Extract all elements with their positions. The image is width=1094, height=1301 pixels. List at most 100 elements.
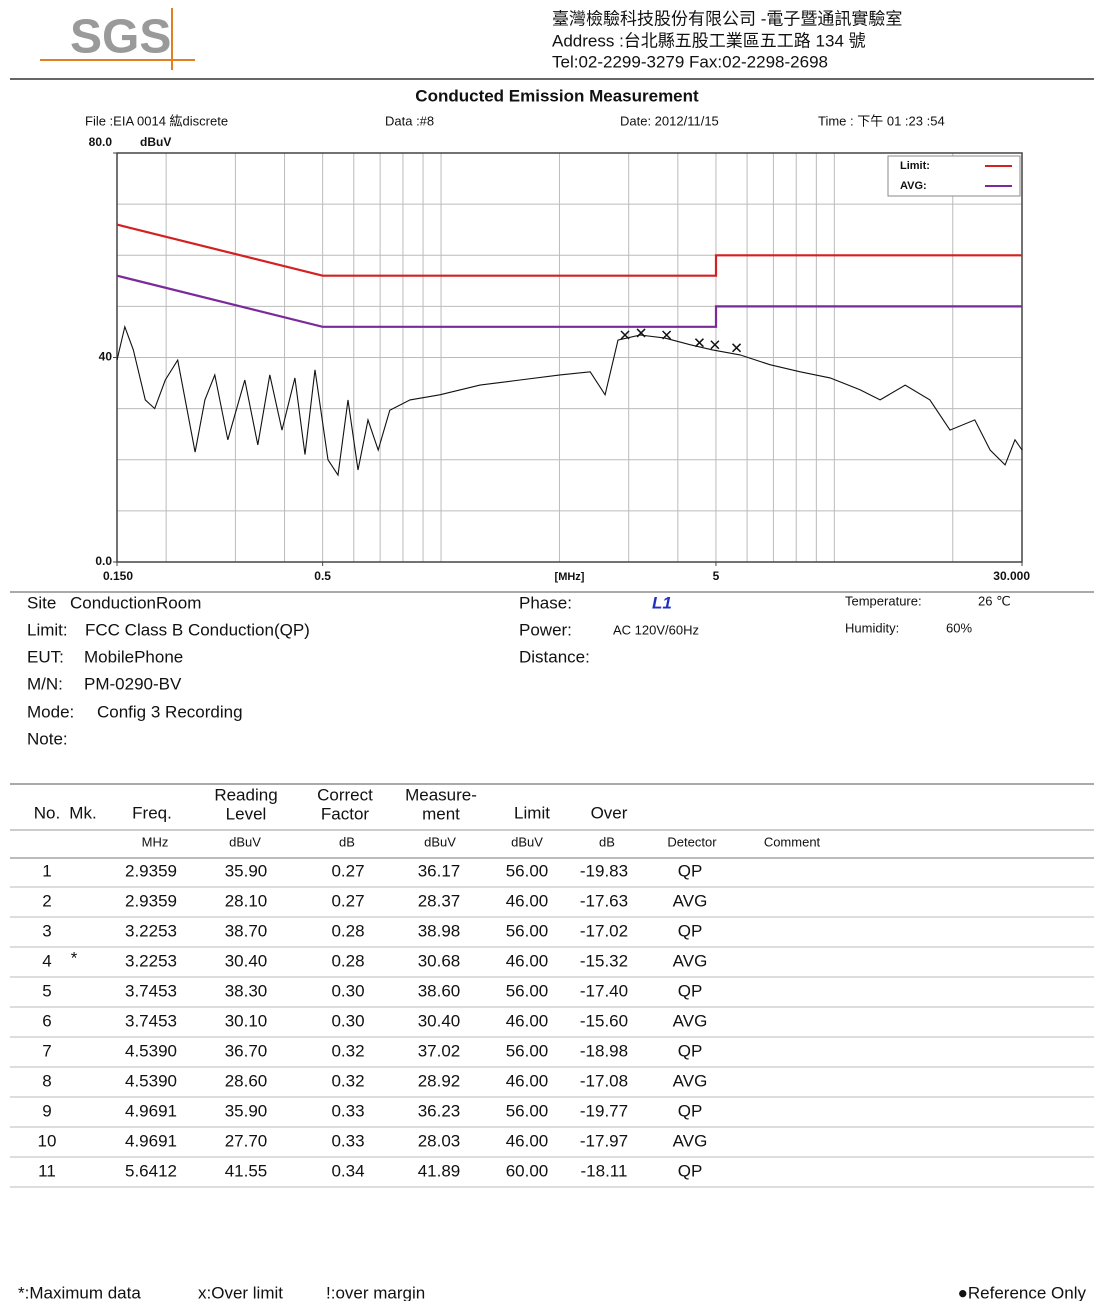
cell: 3.7453: [125, 981, 177, 1000]
x-tick-label: 30.000: [993, 569, 1030, 583]
cell: 10: [38, 1131, 57, 1150]
cell: 9: [42, 1101, 51, 1120]
column-header: Level: [226, 804, 267, 823]
column-header: Measure-: [405, 785, 477, 804]
limit-line: [116, 274, 1022, 328]
x-tick-label: 0.150: [103, 569, 133, 583]
cell: 0.30: [331, 1011, 364, 1030]
cell: 11: [38, 1161, 56, 1180]
info-label: M/N:: [27, 674, 63, 693]
info-label: Note:: [27, 729, 68, 748]
info-value: AC 120V/60Hz: [613, 622, 699, 637]
info-value: 60%: [946, 620, 972, 635]
cell: 27.70: [225, 1131, 268, 1150]
title: Conducted Emission Measurement: [415, 86, 699, 105]
cell: 3.2253: [125, 921, 177, 940]
cell: 7: [42, 1041, 51, 1060]
legend-label: AVG:: [900, 180, 927, 192]
cell: *: [71, 948, 78, 967]
cell: 2: [42, 891, 51, 910]
cell: 56.00: [506, 921, 549, 940]
legend-label: Limit:: [900, 160, 930, 172]
cell: QP: [678, 1041, 703, 1060]
cell: 4.9691: [125, 1101, 177, 1120]
cell: 28.60: [225, 1071, 268, 1090]
info-label: EUT:: [27, 647, 64, 666]
cell: 56.00: [506, 861, 549, 880]
unit: dBuV: [511, 834, 543, 849]
column-header: Mk.: [69, 803, 96, 822]
column-header: Factor: [321, 804, 370, 823]
cell: -15.32: [580, 951, 628, 970]
cell: 46.00: [506, 951, 549, 970]
unit: dB: [339, 834, 355, 849]
cell: 56.00: [506, 981, 549, 1000]
tel: Tel:02-2299-3279 Fax:02-2298-2698: [552, 52, 828, 71]
address: Address :台北縣五股工業區五工路 134 號: [552, 31, 866, 50]
cell: -17.63: [580, 891, 628, 910]
footer-note: !:over margin: [326, 1283, 425, 1301]
cell: 36.70: [225, 1041, 268, 1060]
info-label: Power:: [519, 620, 572, 639]
y-tick-label: 80.0: [89, 135, 113, 149]
footer-note: *:Maximum data: [18, 1283, 141, 1301]
cell: -18.98: [580, 1041, 628, 1060]
info-value: PM-0290-BV: [84, 674, 182, 693]
cell: 4.9691: [125, 1131, 177, 1150]
cell: 0.34: [331, 1161, 364, 1180]
column-header: Correct: [317, 785, 373, 804]
cell: 46.00: [506, 1131, 549, 1150]
column-header: No.: [34, 803, 60, 822]
legend-box: [887, 155, 1021, 197]
cell: 3.2253: [125, 951, 177, 970]
cell: 0.32: [331, 1041, 364, 1060]
cell: QP: [678, 921, 703, 940]
cell: 30.40: [225, 951, 268, 970]
cell: 4.5390: [125, 1071, 177, 1090]
footer-note: ●Reference Only: [958, 1283, 1087, 1301]
info-label: Limit:: [27, 620, 68, 639]
cell: 4.5390: [125, 1041, 177, 1060]
x-tick-label: 0.5: [314, 569, 331, 583]
cell: 5: [42, 981, 51, 1000]
info-value: Config 3 Recording: [97, 702, 243, 721]
cell: 1: [42, 861, 51, 880]
info-value: L1: [652, 593, 672, 612]
cell: 28.92: [418, 1071, 461, 1090]
cell: -18.11: [581, 1161, 628, 1180]
cell: 36.17: [418, 861, 461, 880]
cell: 3: [42, 921, 51, 940]
cell: AVG: [673, 951, 708, 970]
unit: Detector: [667, 834, 717, 849]
info-value: ConductionRoom: [70, 593, 201, 612]
cell: 0.27: [331, 891, 364, 910]
x-axis-label: [MHz]: [555, 571, 585, 583]
cell: AVG: [673, 1011, 708, 1030]
cell: 28.03: [418, 1131, 461, 1150]
column-header: ment: [422, 804, 460, 823]
cell: -17.40: [580, 981, 628, 1000]
cell: QP: [678, 1161, 703, 1180]
date: Date: 2012/11/15: [620, 113, 719, 128]
cell: 38.60: [418, 981, 461, 1000]
unit: MHz: [142, 834, 169, 849]
cell: 28.37: [418, 891, 461, 910]
cell: 0.33: [331, 1131, 364, 1150]
cell: AVG: [673, 891, 708, 910]
cell: 6: [42, 1011, 51, 1030]
cell: 46.00: [506, 1011, 549, 1030]
cell: 2.9359: [125, 861, 177, 880]
cell: 60.00: [506, 1161, 549, 1180]
cell: 2.9359: [125, 891, 177, 910]
cell: 30.40: [418, 1011, 461, 1030]
cell: 41.89: [418, 1161, 461, 1180]
cell: QP: [678, 981, 703, 1000]
info-value: 26 ℃: [978, 593, 1011, 608]
cell: 30.10: [225, 1011, 268, 1030]
cell: -15.60: [580, 1011, 628, 1030]
data-no: Data :#8: [385, 113, 434, 128]
cell: 35.90: [225, 861, 268, 880]
cell: -17.02: [580, 921, 628, 940]
unit: dBuV: [424, 834, 456, 849]
